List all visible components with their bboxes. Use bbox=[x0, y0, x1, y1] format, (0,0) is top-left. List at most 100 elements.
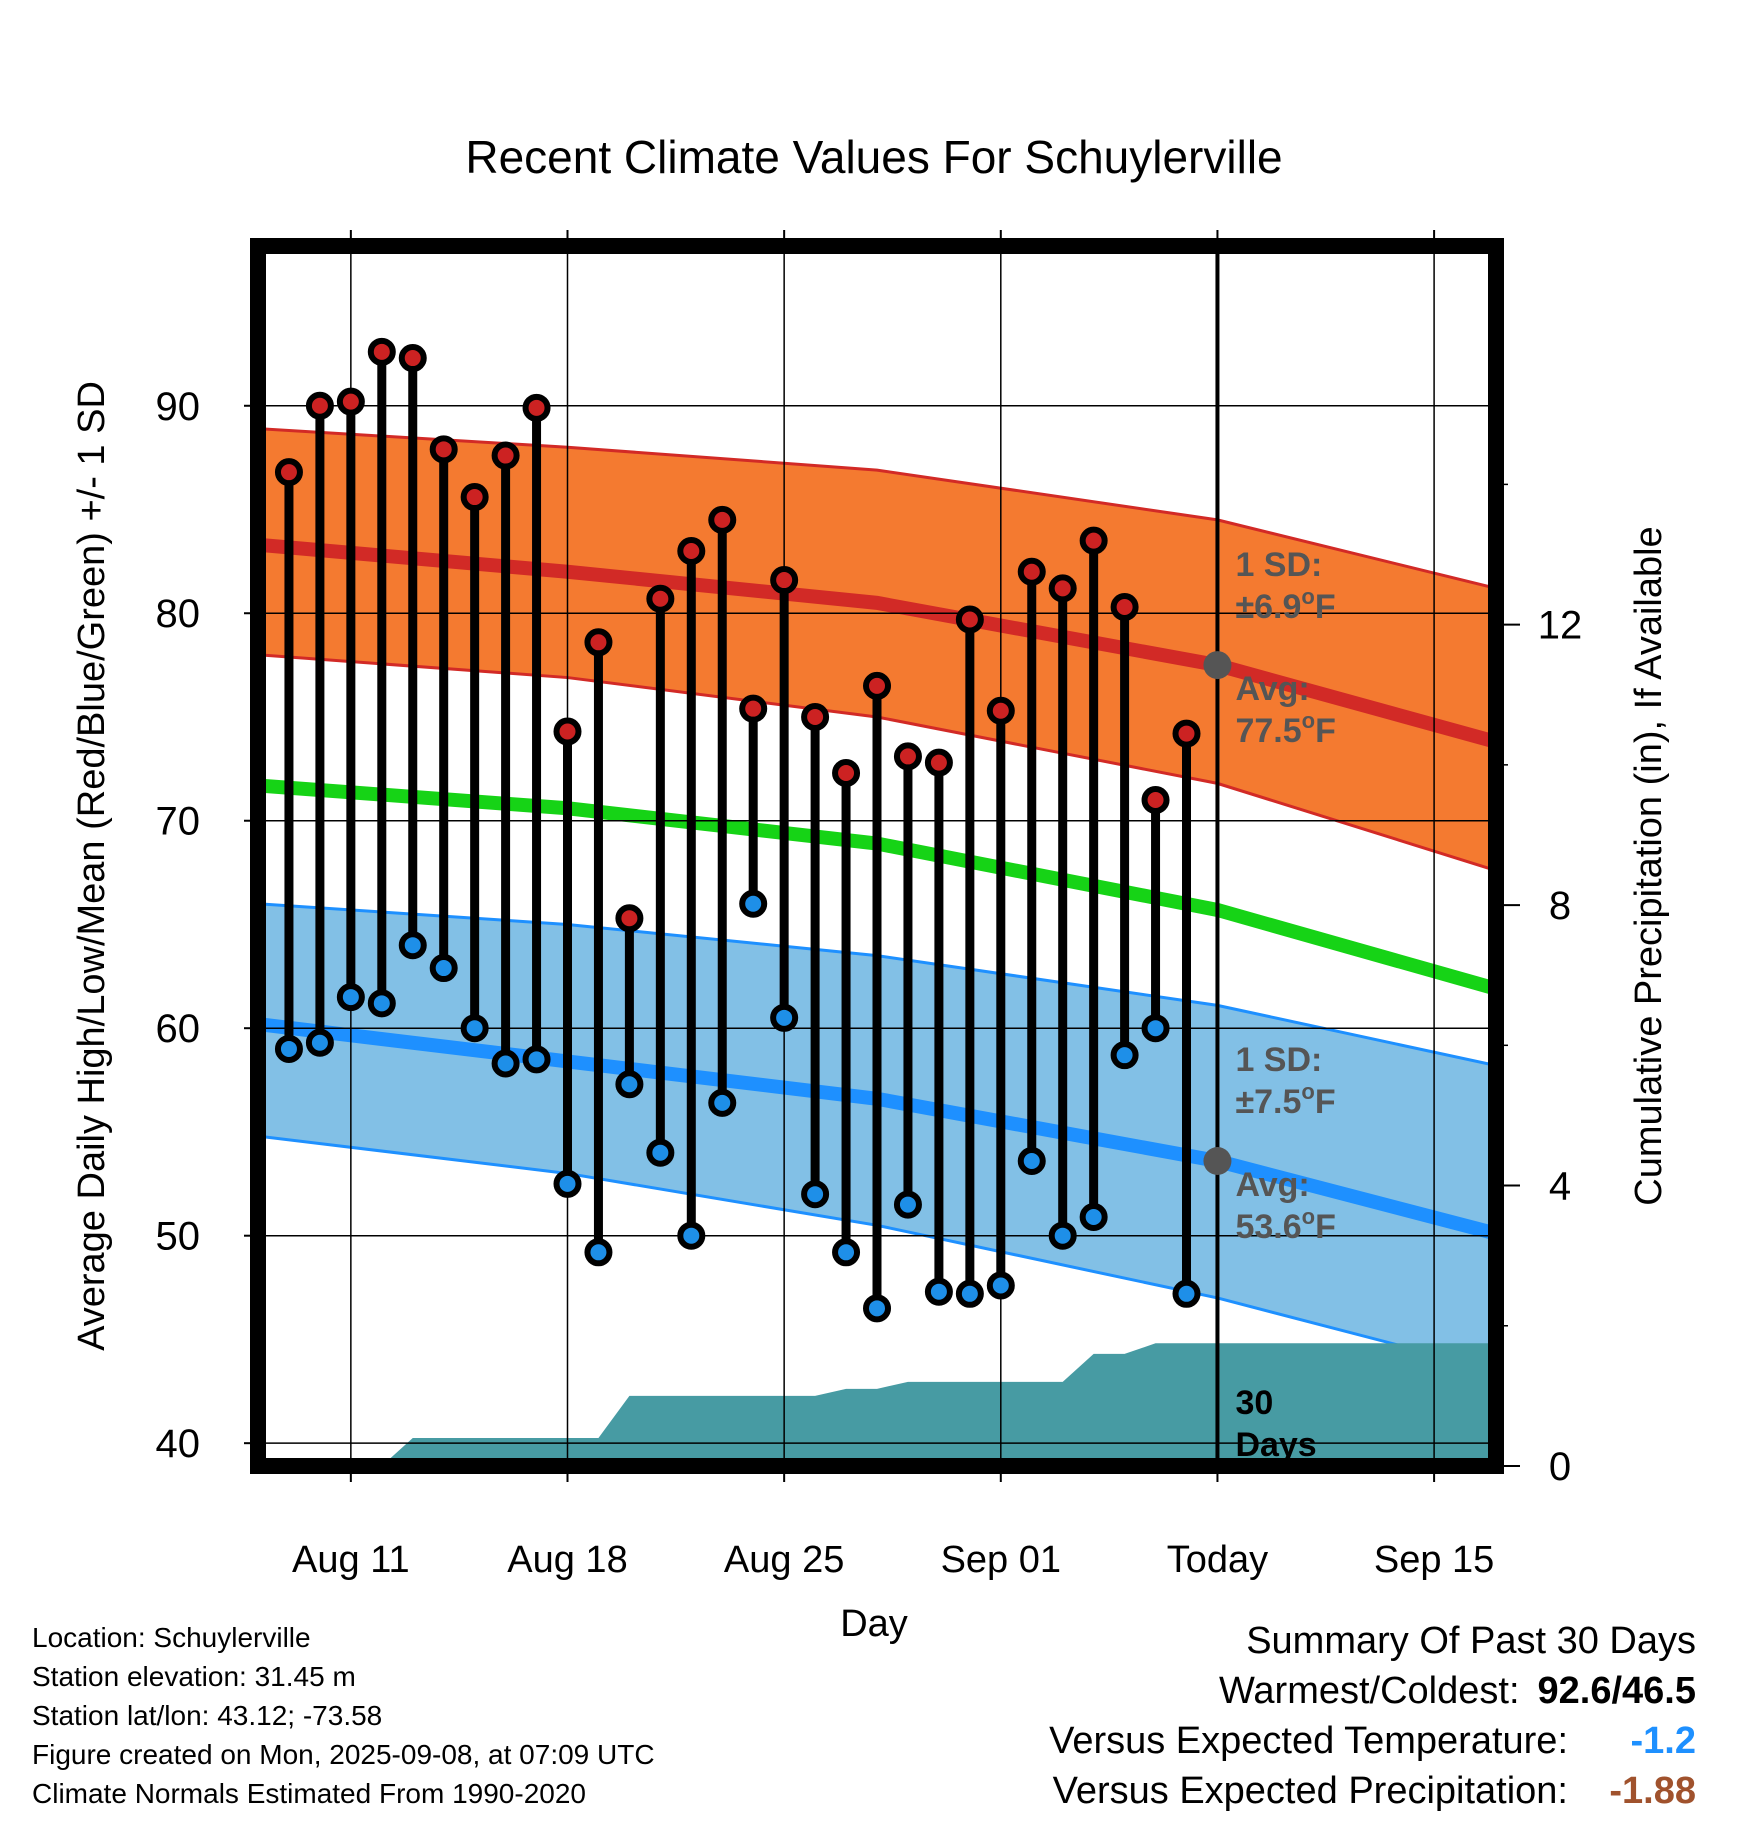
low-temp-point bbox=[646, 1138, 675, 1167]
x-tick-label: Today bbox=[1167, 1539, 1268, 1581]
y-tick-label: 70 bbox=[156, 800, 201, 844]
high-temp-point bbox=[491, 441, 520, 470]
low-temp-point bbox=[522, 1045, 551, 1074]
summary-precip-value: -1.88 bbox=[1609, 1770, 1696, 1812]
high-temp-point bbox=[801, 702, 830, 731]
axes: 40 50 60 70 80 90 0 4 8 12 Aug 11 Aug 18 Aug 25 Sep 0… bbox=[156, 230, 1583, 1581]
low-temp-point bbox=[955, 1279, 984, 1308]
high-temp-point bbox=[398, 344, 427, 373]
low-temp-point bbox=[305, 1028, 334, 1057]
high-sd-annotation-line2: ±6.9oF bbox=[1235, 584, 1335, 626]
y2-tick-label: 0 bbox=[1549, 1445, 1571, 1489]
low-temp-point bbox=[460, 1014, 489, 1043]
footer-created: Figure created on Mon, 2025-09-08, at 07… bbox=[32, 1739, 655, 1770]
footer-location: Location: Schuylerville bbox=[32, 1622, 311, 1653]
low-temp-point bbox=[553, 1169, 582, 1198]
low-temp-point bbox=[1017, 1147, 1046, 1175]
high-temp-point bbox=[1079, 526, 1108, 555]
summary-warmest-label: Warmest/Coldest: bbox=[1218, 1670, 1520, 1712]
footer-latlon: Station lat/lon: 43.12; -73.58 bbox=[32, 1700, 383, 1731]
low-avg-annotation-line1: Avg: bbox=[1235, 1166, 1309, 1204]
x-tick-label: Sep 01 bbox=[941, 1539, 1061, 1581]
footer-normals: Climate Normals Estimated From 1990-2020 bbox=[32, 1778, 586, 1809]
high-temp-point bbox=[1110, 593, 1139, 622]
high-temp-point bbox=[1048, 574, 1077, 603]
low-temp-point bbox=[863, 1294, 891, 1323]
low-temp-point bbox=[1110, 1041, 1139, 1070]
high-temp-point bbox=[863, 671, 891, 700]
low-temp-point bbox=[1079, 1203, 1108, 1232]
summary-warmest-row: Warmest/Coldest: 92.6/46.5 bbox=[1219, 1670, 1696, 1713]
low-temp-point bbox=[1141, 1014, 1170, 1043]
high-temp-point bbox=[646, 584, 675, 613]
y-tick-label: 90 bbox=[156, 385, 201, 429]
high-temp-point bbox=[1017, 557, 1046, 586]
high-temp-point bbox=[677, 537, 706, 565]
low-temp-point bbox=[491, 1049, 520, 1078]
high-temp-point bbox=[955, 605, 984, 634]
today-low-normal-marker bbox=[1203, 1147, 1232, 1175]
low-temp-point bbox=[429, 954, 458, 983]
high-temp-point bbox=[739, 694, 768, 723]
plot-area bbox=[258, 246, 1496, 1466]
high-temp-point bbox=[770, 566, 799, 595]
y2-tick-label: 8 bbox=[1549, 884, 1571, 928]
high-temp-point bbox=[367, 337, 396, 366]
chart-title: Recent Climate Values For Schuylerville bbox=[465, 131, 1282, 183]
summary-temp-value: -1.2 bbox=[1630, 1720, 1696, 1762]
low-temp-point bbox=[398, 931, 427, 960]
low-temp-point bbox=[708, 1088, 737, 1117]
summary-precip-label: Versus Expected Precipitation: bbox=[1052, 1770, 1568, 1812]
low-avg-annotation-line2: 53.6oF bbox=[1235, 1204, 1335, 1246]
high-avg-line bbox=[258, 537, 1496, 749]
y2-tick-label: 4 bbox=[1549, 1165, 1571, 1209]
x-tick-label: Aug 18 bbox=[507, 1539, 627, 1581]
high-temp-point bbox=[584, 628, 613, 657]
low-temp-point bbox=[924, 1277, 953, 1306]
y-tick-label: 80 bbox=[156, 592, 201, 636]
footer-elevation: Station elevation: 31.45 m bbox=[32, 1661, 356, 1692]
low-temp-point bbox=[1172, 1279, 1201, 1308]
low-temp-point bbox=[832, 1238, 861, 1267]
y-axis-label: Average Daily High/Low/Mean (Red/Blue/Gr… bbox=[71, 381, 113, 1351]
high-temp-point bbox=[274, 458, 303, 487]
x-tick-label: Sep 15 bbox=[1374, 1539, 1494, 1581]
high-temp-point bbox=[553, 717, 582, 746]
high-temp-point bbox=[708, 505, 737, 534]
low-temp-point bbox=[893, 1190, 922, 1219]
high-temp-point bbox=[986, 696, 1015, 725]
x-tick-label: Aug 11 bbox=[292, 1539, 410, 1581]
high-temp-point bbox=[832, 759, 861, 788]
high-sd-annotation-line1: 1 SD: bbox=[1235, 546, 1322, 584]
low-temp-point bbox=[739, 889, 768, 918]
low-temp-point bbox=[770, 1003, 799, 1032]
summary-heading: Summary Of Past 30 Days bbox=[1246, 1620, 1696, 1662]
precip-area bbox=[381, 1343, 1496, 1466]
precip-days-annotation-line1: 30 bbox=[1235, 1384, 1273, 1422]
high-temp-point bbox=[522, 393, 551, 422]
low-temp-point bbox=[584, 1238, 613, 1267]
low-temp-point bbox=[336, 983, 365, 1012]
today-high-normal-marker bbox=[1203, 651, 1232, 680]
y-tick-label: 50 bbox=[156, 1215, 201, 1259]
low-temp-point bbox=[801, 1180, 830, 1209]
high-temp-point bbox=[893, 742, 922, 771]
low-sd-annotation-line2: ±7.5oF bbox=[1235, 1079, 1335, 1121]
y2-axis-label: Cumulative Precipitation (in), If Availa… bbox=[1628, 526, 1670, 1205]
high-temp-point bbox=[429, 435, 458, 464]
low-temp-point bbox=[367, 989, 396, 1018]
y-tick-label: 60 bbox=[156, 1007, 201, 1051]
low-temp-point bbox=[1048, 1221, 1077, 1250]
high-temp-point bbox=[1141, 785, 1170, 814]
summary-temp-label: Versus Expected Temperature: bbox=[1049, 1720, 1568, 1762]
precip-days-annotation-line2: Days bbox=[1235, 1426, 1316, 1464]
y-tick-label: 40 bbox=[156, 1422, 201, 1466]
y2-tick-label: 12 bbox=[1538, 604, 1583, 648]
high-temp-point bbox=[615, 904, 644, 933]
summary-precip-row: Versus Expected Precipitation: -1.88 bbox=[1053, 1770, 1696, 1813]
low-temp-point bbox=[986, 1271, 1015, 1300]
plot-frame bbox=[250, 238, 1504, 1474]
summary-temp-row: Versus Expected Temperature: -1.2 bbox=[1049, 1720, 1696, 1763]
